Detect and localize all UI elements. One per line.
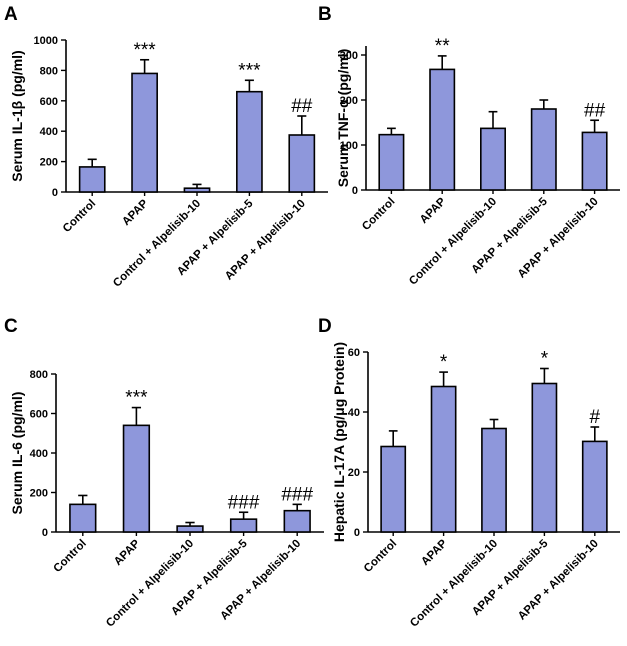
significance-label: ##: [291, 96, 313, 117]
bar[interactable]: [481, 427, 507, 533]
y-tick-label: 400: [40, 126, 58, 138]
bar[interactable]: [581, 440, 608, 533]
y-tick-label: 100: [340, 140, 358, 152]
significance-label: ##: [584, 100, 606, 121]
bar[interactable]: [378, 133, 405, 191]
y-axis-label: Serum TNF-α (pg/ml): [335, 49, 351, 188]
bar[interactable]: [69, 503, 97, 533]
bar[interactable]: [236, 90, 263, 193]
x-tick-label: Control: [52, 538, 89, 575]
significance-label: ***: [134, 40, 157, 61]
bar[interactable]: [531, 382, 558, 533]
y-tick-label: 40: [348, 407, 360, 419]
x-tick-label: Control + Alpelisib-10: [407, 196, 499, 288]
panel-label: B: [318, 4, 332, 25]
bar[interactable]: [430, 385, 457, 533]
y-tick-label: 600: [30, 409, 48, 421]
y-axis-label: Serum IL-1β (pg/ml): [9, 50, 25, 181]
significance-label: *: [440, 352, 448, 373]
panel-label: D: [318, 316, 332, 337]
bar[interactable]: [480, 127, 506, 191]
y-tick-label: 300: [340, 50, 358, 62]
x-tick-label: APAP: [112, 537, 143, 568]
x-tick-label: Control: [360, 196, 397, 233]
significance-label: **: [435, 36, 450, 57]
panel-b: B Serum TNF-α (pg/ml)0 100 200 300 Control ** A…: [318, 4, 620, 288]
bar[interactable]: [229, 518, 258, 533]
y-tick-label: 0: [352, 185, 358, 197]
x-tick-label: Control + Alpelisib-10: [408, 538, 500, 630]
bar[interactable]: [176, 525, 204, 533]
x-tick-label: Control + Alpelisib-10: [104, 538, 196, 630]
x-tick-label: Control: [362, 538, 399, 575]
x-tick-label: APAP: [418, 195, 449, 226]
significance-label: ***: [238, 60, 261, 81]
x-tick-label: APAP: [419, 537, 450, 568]
y-tick-label: 0: [52, 187, 58, 199]
bar[interactable]: [122, 424, 151, 533]
bar[interactable]: [530, 108, 557, 191]
y-tick-label: 800: [30, 369, 48, 381]
significance-label: #: [590, 407, 601, 428]
x-tick-label: Control: [61, 198, 98, 235]
bar[interactable]: [283, 509, 311, 533]
significance-label: ***: [125, 388, 148, 409]
bar[interactable]: [581, 131, 608, 191]
bar[interactable]: [429, 68, 456, 191]
significance-label: ###: [228, 492, 260, 513]
y-tick-label: 0: [42, 527, 48, 539]
panel-label: C: [4, 316, 18, 337]
y-tick-label: 200: [340, 95, 358, 107]
y-tick-label: 600: [40, 96, 58, 108]
y-tick-label: 1000: [34, 35, 58, 47]
x-tick-label: Control + Alpelisib-10: [111, 198, 203, 290]
panel-c: C Serum IL-6 (pg/ml) 0 200 400 600 800 Control *…: [4, 316, 324, 630]
panel-d: D Hepatic IL-17A (pg/μg Protein) 0 20 40 60 Co…: [318, 316, 620, 630]
y-tick-label: 0: [354, 527, 360, 539]
y-axis-label: Serum IL-6 (pg/ml): [9, 392, 25, 515]
y-tick-label: 400: [30, 448, 48, 460]
panel-label: A: [4, 4, 18, 25]
y-tick-label: 20: [348, 467, 360, 479]
y-tick-label: 200: [30, 488, 48, 500]
significance-label: *: [541, 349, 549, 370]
bar[interactable]: [131, 72, 158, 193]
bar[interactable]: [78, 166, 106, 193]
y-tick-label: 60: [348, 347, 360, 359]
significance-label: ###: [281, 484, 313, 505]
panel-a: A Serum IL-1β (pg/ml) 0 200 400 600 800 1000 Con…: [4, 4, 328, 290]
bar[interactable]: [288, 134, 316, 193]
bar[interactable]: [183, 187, 211, 193]
y-tick-label: 800: [40, 65, 58, 77]
x-tick-label: APAP: [120, 197, 151, 228]
y-tick-label: 200: [40, 157, 58, 169]
y-axis-label: Hepatic IL-17A (pg/μg Protein): [331, 342, 347, 542]
bar[interactable]: [380, 445, 407, 533]
